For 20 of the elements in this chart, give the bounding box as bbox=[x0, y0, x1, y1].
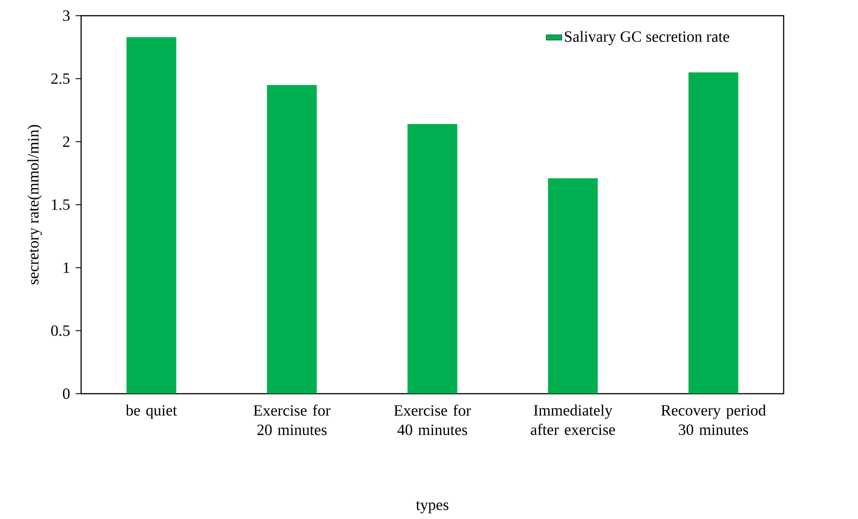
x-tick-label: Recovery period 30 minutes bbox=[661, 404, 766, 435]
x-tick-label: Exercise for 20 minutes bbox=[254, 404, 330, 436]
x-axis-title: types bbox=[416, 501, 448, 514]
bar bbox=[266, 84, 317, 394]
legend-label: Salivary GC secretion rate bbox=[564, 30, 730, 46]
y-axis-title: secretory rate(mmol/min) bbox=[28, 125, 42, 284]
x-tick-label: Immediately after exercise bbox=[530, 404, 615, 435]
y-tick-label: 2 bbox=[63, 136, 70, 147]
y-tick-label: 2.5 bbox=[51, 73, 70, 84]
x-tick-label: be quiet bbox=[126, 404, 177, 419]
y-tick-label: 1.5 bbox=[52, 199, 70, 210]
bar bbox=[407, 124, 458, 394]
bar bbox=[688, 72, 738, 394]
y-tick-label: 0 bbox=[62, 388, 70, 399]
x-tick-label: Exercise for 40 minutes bbox=[394, 404, 471, 436]
y-tick-label: 0.5 bbox=[51, 325, 70, 336]
bar bbox=[548, 178, 598, 394]
y-tick-label: 1 bbox=[64, 262, 70, 273]
y-tick-label: 3 bbox=[63, 10, 70, 21]
bar bbox=[126, 37, 176, 394]
